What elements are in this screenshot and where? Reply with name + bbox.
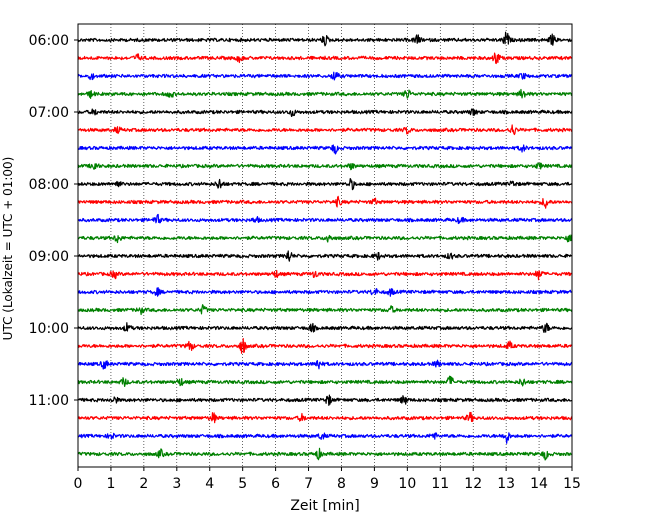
x-tick-label: 7: [304, 476, 313, 492]
seismogram-trace: [77, 195, 573, 209]
seismogram-trace: [77, 234, 573, 244]
seismogram-trace: [77, 250, 573, 262]
seismogram-trace: [77, 432, 573, 444]
plot-frame: [77, 23, 573, 468]
y-axis-label: UTC (Lokalzeit = UTC + 01:00): [1, 157, 15, 341]
seismogram-trace: [77, 287, 573, 297]
y-tick-label: 06:00: [29, 33, 69, 49]
seismogram-trace: [77, 213, 573, 225]
seismogram-trace: [77, 124, 573, 136]
x-axis: 0 1 2 3 4 5 6 7 8 9 10 11 12 13 14 15: [74, 467, 581, 492]
x-axis-label: Zeit [min]: [290, 498, 359, 514]
x-tick-label: 12: [464, 476, 482, 492]
x-tick-label: 5: [238, 476, 247, 492]
seismogram-trace: [77, 447, 573, 461]
seismogram-trace: [77, 71, 573, 81]
seismogram-trace: [77, 178, 573, 191]
x-tick-label: 1: [106, 476, 115, 492]
x-tick-label: 8: [337, 476, 346, 492]
seismogram-trace: [77, 359, 573, 370]
x-tick-label: 11: [431, 476, 449, 492]
x-tick-label: 3: [172, 476, 181, 492]
x-tick-label: 4: [205, 476, 214, 492]
x-tick-label: 15: [563, 476, 581, 492]
x-tick-label: 14: [530, 476, 548, 492]
seismogram-trace: [77, 322, 573, 333]
y-tick-label: 10:00: [29, 321, 69, 337]
x-tick-label: 9: [370, 476, 379, 492]
x-tick-label: 13: [497, 476, 515, 492]
seismogram-trace: [77, 144, 573, 155]
seismogram-trace: [77, 375, 573, 388]
trace-group: [77, 31, 573, 461]
y-tick-label: 11:00: [29, 393, 69, 409]
x-tick-label: 0: [74, 476, 83, 492]
seismogram-trace: [77, 338, 573, 354]
seismogram-trace: [77, 411, 573, 424]
seismogram-trace: [77, 394, 573, 406]
x-tick-label: 6: [271, 476, 280, 492]
seismogram-trace: [77, 88, 573, 99]
seismogram-trace: [77, 269, 573, 281]
seismogram-trace: [77, 304, 573, 316]
seismogram-trace: [77, 31, 573, 47]
gridlines: [110, 24, 540, 467]
y-tick-label: 08:00: [29, 177, 69, 193]
seismogram-trace: [77, 162, 573, 171]
y-axis: 06:00 07:00 08:00 09:00 10:00 11:00: [29, 33, 78, 409]
y-tick-label: 07:00: [29, 105, 69, 121]
x-tick-label: 2: [139, 476, 148, 492]
seismogram-trace: [77, 52, 573, 65]
seismogram-trace: [77, 108, 573, 118]
x-tick-label: 10: [398, 476, 416, 492]
y-tick-label: 09:00: [29, 249, 69, 265]
